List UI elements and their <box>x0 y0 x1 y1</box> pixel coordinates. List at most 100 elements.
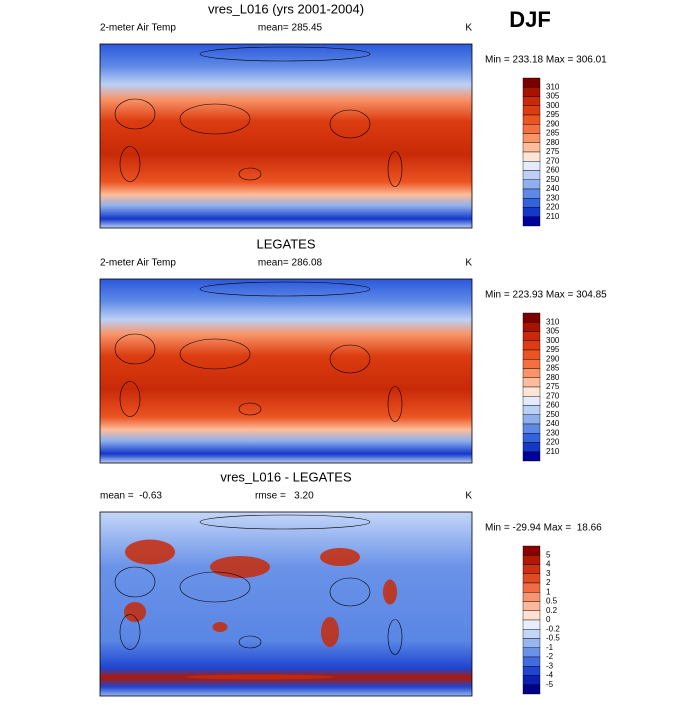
colorbar-label: 4 <box>546 560 551 569</box>
colorbar-box <box>522 405 541 415</box>
colorbar-box <box>522 340 541 351</box>
colorbar-box <box>522 124 541 134</box>
colorbar-box <box>522 170 541 180</box>
map-anomaly <box>383 579 397 605</box>
colorbar-label: 300 <box>546 336 560 345</box>
left-label: 2-meter Air Temp <box>100 23 176 34</box>
colorbar-box <box>522 77 541 88</box>
map-coastline <box>114 333 156 365</box>
colorbar-label: 285 <box>546 364 560 373</box>
figure-label: DJF <box>509 7 551 32</box>
map-frame <box>99 278 473 464</box>
colorbar-box <box>522 386 541 397</box>
colorbar-box <box>522 656 541 667</box>
map-coastline <box>329 577 371 607</box>
map-anomaly <box>125 539 175 565</box>
colorbar-label: 295 <box>546 345 560 354</box>
map-anomaly <box>320 548 360 566</box>
colorbar-label: 1 <box>546 587 551 596</box>
colorbar-label: 270 <box>546 156 560 165</box>
center-label: mean= 285.45 <box>258 23 323 34</box>
colorbar-box <box>522 198 541 208</box>
map-coastline <box>119 146 141 182</box>
colorbar-box <box>522 451 541 462</box>
colorbar-label: 305 <box>546 327 560 336</box>
map-frame <box>99 511 473 697</box>
colorbar-label: 260 <box>546 401 560 410</box>
colorbar-box <box>522 105 541 116</box>
units-label: K <box>465 491 472 502</box>
colorbar-box <box>522 638 541 648</box>
colorbar-box <box>522 684 541 695</box>
colorbar-label: 240 <box>546 184 560 193</box>
colorbar-box <box>522 582 541 593</box>
map-coastline <box>329 344 371 374</box>
min-max: Min = 233.18 Max = 306.01 <box>485 55 607 66</box>
colorbar-box <box>522 442 541 452</box>
map-coastline <box>114 98 156 130</box>
colorbar-label: 3 <box>546 569 551 578</box>
map-anomaly <box>185 674 335 680</box>
colorbar-label: 2 <box>546 578 551 587</box>
colorbar-label: -4 <box>546 671 554 680</box>
colorbar-box <box>522 414 541 425</box>
colorbar-box <box>522 331 541 341</box>
min-max: Min = -29.94 Max = 18.66 <box>485 523 602 534</box>
colorbar-box <box>522 675 541 685</box>
map-coastline <box>179 103 251 135</box>
map-coastline <box>119 381 141 417</box>
left-label: 2-meter Air Temp <box>100 258 176 269</box>
colorbar-label: 275 <box>546 382 560 391</box>
map-anomaly <box>321 617 339 647</box>
center-label: mean= 286.08 <box>258 258 323 269</box>
colorbar-label: 210 <box>546 212 560 221</box>
colorbar-label: 290 <box>546 354 560 363</box>
colorbar-label: -1 <box>546 643 554 652</box>
colorbar-box <box>522 545 541 556</box>
colorbar-box <box>522 349 541 360</box>
colorbar-box <box>522 179 541 190</box>
colorbar-label: -2 <box>546 652 554 661</box>
map-field <box>100 279 472 463</box>
colorbar-label: 280 <box>546 373 560 382</box>
colorbar-label: -0.5 <box>546 634 560 643</box>
colorbar-box <box>522 619 541 630</box>
map-coastline <box>199 46 371 62</box>
colorbar-box <box>522 423 541 434</box>
colorbar-label: 250 <box>546 410 560 419</box>
colorbar-box <box>522 666 541 676</box>
map-coastline <box>329 109 371 139</box>
colorbar-label: 0.2 <box>546 606 558 615</box>
map-coastline <box>238 635 262 649</box>
map-coastline <box>114 566 156 598</box>
colorbar-box <box>522 133 541 143</box>
colorbar-box <box>522 601 541 611</box>
colorbar-box <box>522 368 541 378</box>
colorbar-label: 220 <box>546 203 560 212</box>
map-coastline <box>238 167 262 181</box>
colorbar-label: 305 <box>546 92 560 101</box>
colorbar-label: 280 <box>546 138 560 147</box>
colorbar-label: -0.2 <box>546 624 560 633</box>
colorbar-label: 230 <box>546 193 560 202</box>
colorbar-label: 230 <box>546 428 560 437</box>
colorbar-box <box>522 433 541 443</box>
colorbar-box <box>522 629 541 639</box>
colorbar-label: 270 <box>546 391 560 400</box>
colorbar-box <box>522 96 541 106</box>
colorbar-label: 300 <box>546 101 560 110</box>
colorbar-label: 260 <box>546 166 560 175</box>
colorbar-box <box>522 216 541 227</box>
colorbar-label: 250 <box>546 175 560 184</box>
colorbar-box <box>522 161 541 171</box>
min-max: Min = 223.93 Max = 304.85 <box>485 290 607 301</box>
panel-title: vres_L016 - LEGATES <box>220 469 352 484</box>
map-coastline <box>179 571 251 603</box>
colorbar-box <box>522 359 541 369</box>
center-label: rmse = 3.20 <box>255 491 314 502</box>
colorbar-label: 210 <box>546 447 560 456</box>
map-coastline <box>199 514 371 530</box>
map-anomaly <box>210 556 270 578</box>
colorbar-label: 285 <box>546 129 560 138</box>
colorbar-label: 295 <box>546 110 560 119</box>
